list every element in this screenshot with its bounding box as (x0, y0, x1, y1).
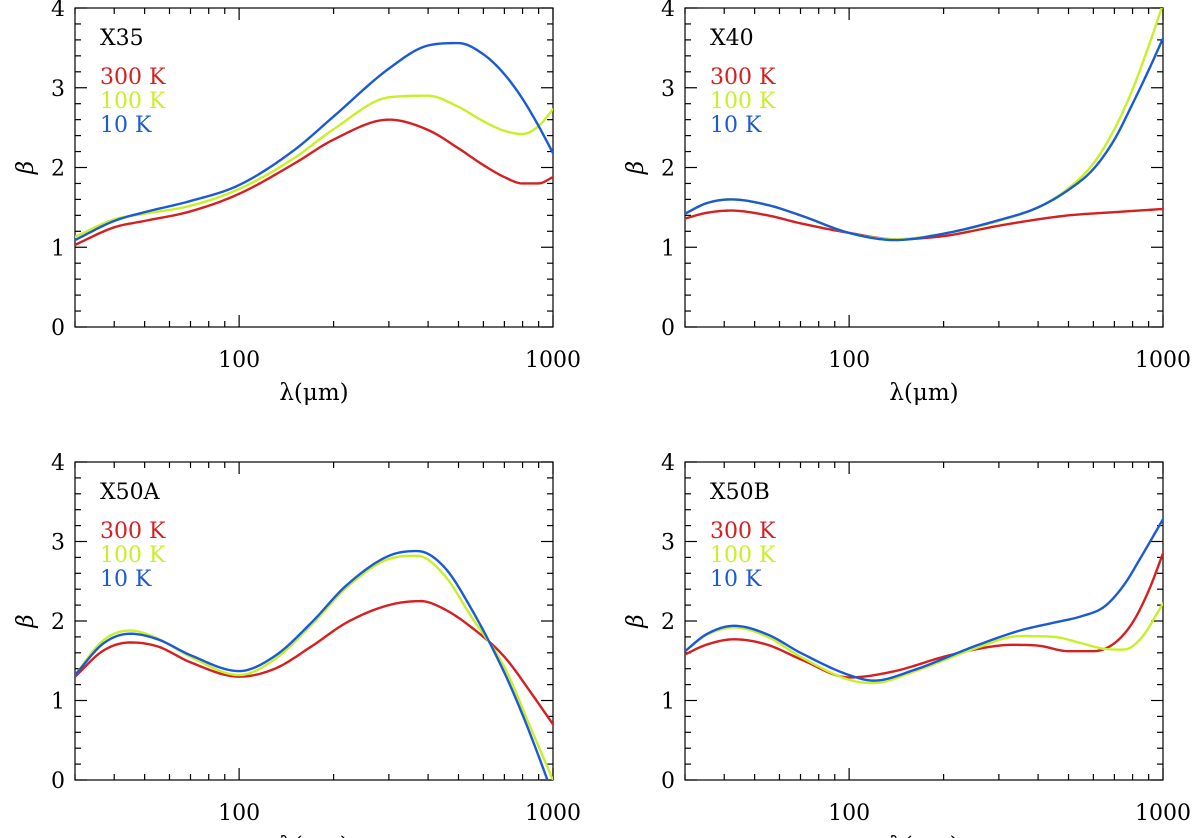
y-tick-label: 4 (51, 451, 65, 476)
y-tick-label: 2 (51, 610, 65, 635)
y-tick-label: 3 (51, 77, 65, 102)
legend-entry-10-k: 10 K (710, 567, 762, 592)
series-group (685, 518, 1163, 685)
x-tick-label: 1000 (1135, 801, 1191, 826)
legend-entry-300-k: 300 K (710, 519, 776, 544)
series-line-300-k (685, 552, 1163, 679)
legend-entry-10-k: 10 K (100, 567, 152, 592)
y-tick-label: 1 (661, 236, 675, 261)
series-line-300-k (75, 118, 553, 247)
y-tick-label: 4 (51, 0, 65, 22)
panel-title: X50A (100, 480, 161, 505)
legend-entry-300-k: 300 K (100, 519, 166, 544)
x-tick-label: 1000 (525, 348, 581, 373)
x-axis-title: λ(μm) (279, 833, 348, 838)
x-tick-label: 1000 (1135, 348, 1191, 373)
series-group (75, 549, 553, 780)
legend-entry-300-k: 300 K (100, 65, 166, 90)
y-tick-label: 2 (51, 157, 65, 182)
x-tick-label: 100 (218, 801, 260, 826)
legend-entry-100-k: 100 K (100, 89, 166, 114)
panel-title: X35 (100, 26, 144, 51)
y-tick-label: 2 (661, 610, 675, 635)
y-tick-label: 3 (51, 531, 65, 556)
y-tick-label: 3 (661, 77, 675, 102)
series-line-10-k (75, 41, 553, 242)
series-group (685, 8, 1163, 242)
series-line-100-k (685, 602, 1163, 685)
y-tick-label: 1 (51, 236, 65, 261)
y-tick-label: 0 (51, 769, 65, 794)
series-line-10-k (75, 549, 549, 780)
x-tick-label: 1000 (525, 801, 581, 826)
y-tick-label: 3 (661, 531, 675, 556)
series-line-10-k (685, 37, 1163, 242)
series-line-300-k (75, 599, 553, 726)
legend-entry-10-k: 10 K (710, 113, 762, 138)
x-axis-title: λ(μm) (889, 380, 958, 406)
y-axis-title: β (623, 614, 649, 628)
x-tick-label: 100 (828, 801, 870, 826)
legend-entry-10-k: 10 K (100, 113, 152, 138)
y-tick-label: 0 (51, 316, 65, 341)
y-tick-label: 1 (51, 690, 65, 715)
x-axis-title: λ(μm) (889, 833, 958, 838)
legend-entry-100-k: 100 K (710, 543, 776, 568)
panel-title: X50B (710, 480, 770, 505)
x-tick-label: 100 (218, 348, 260, 373)
legend-entry-100-k: 100 K (100, 543, 166, 568)
legend-entry-100-k: 100 K (710, 89, 776, 114)
panel-title: X40 (710, 26, 754, 51)
y-tick-label: 0 (661, 769, 675, 794)
y-tick-label: 0 (661, 316, 675, 341)
y-axis-title: β (13, 614, 39, 628)
y-tick-label: 4 (661, 0, 675, 22)
plot-frame (684, 461, 1164, 781)
x-tick-label: 100 (828, 348, 870, 373)
plot-frame (74, 7, 554, 328)
y-tick-label: 4 (661, 451, 675, 476)
x-axis-title: λ(μm) (279, 380, 348, 406)
series-line-300-k (685, 207, 1163, 241)
y-tick-label: 1 (661, 690, 675, 715)
y-axis-title: β (13, 161, 39, 175)
series-line-100-k (75, 94, 553, 239)
legend-entry-300-k: 300 K (710, 65, 776, 90)
series-group (75, 41, 553, 247)
y-tick-label: 2 (661, 157, 675, 182)
series-line-10-k (685, 518, 1163, 682)
y-axis-title: β (623, 161, 649, 175)
